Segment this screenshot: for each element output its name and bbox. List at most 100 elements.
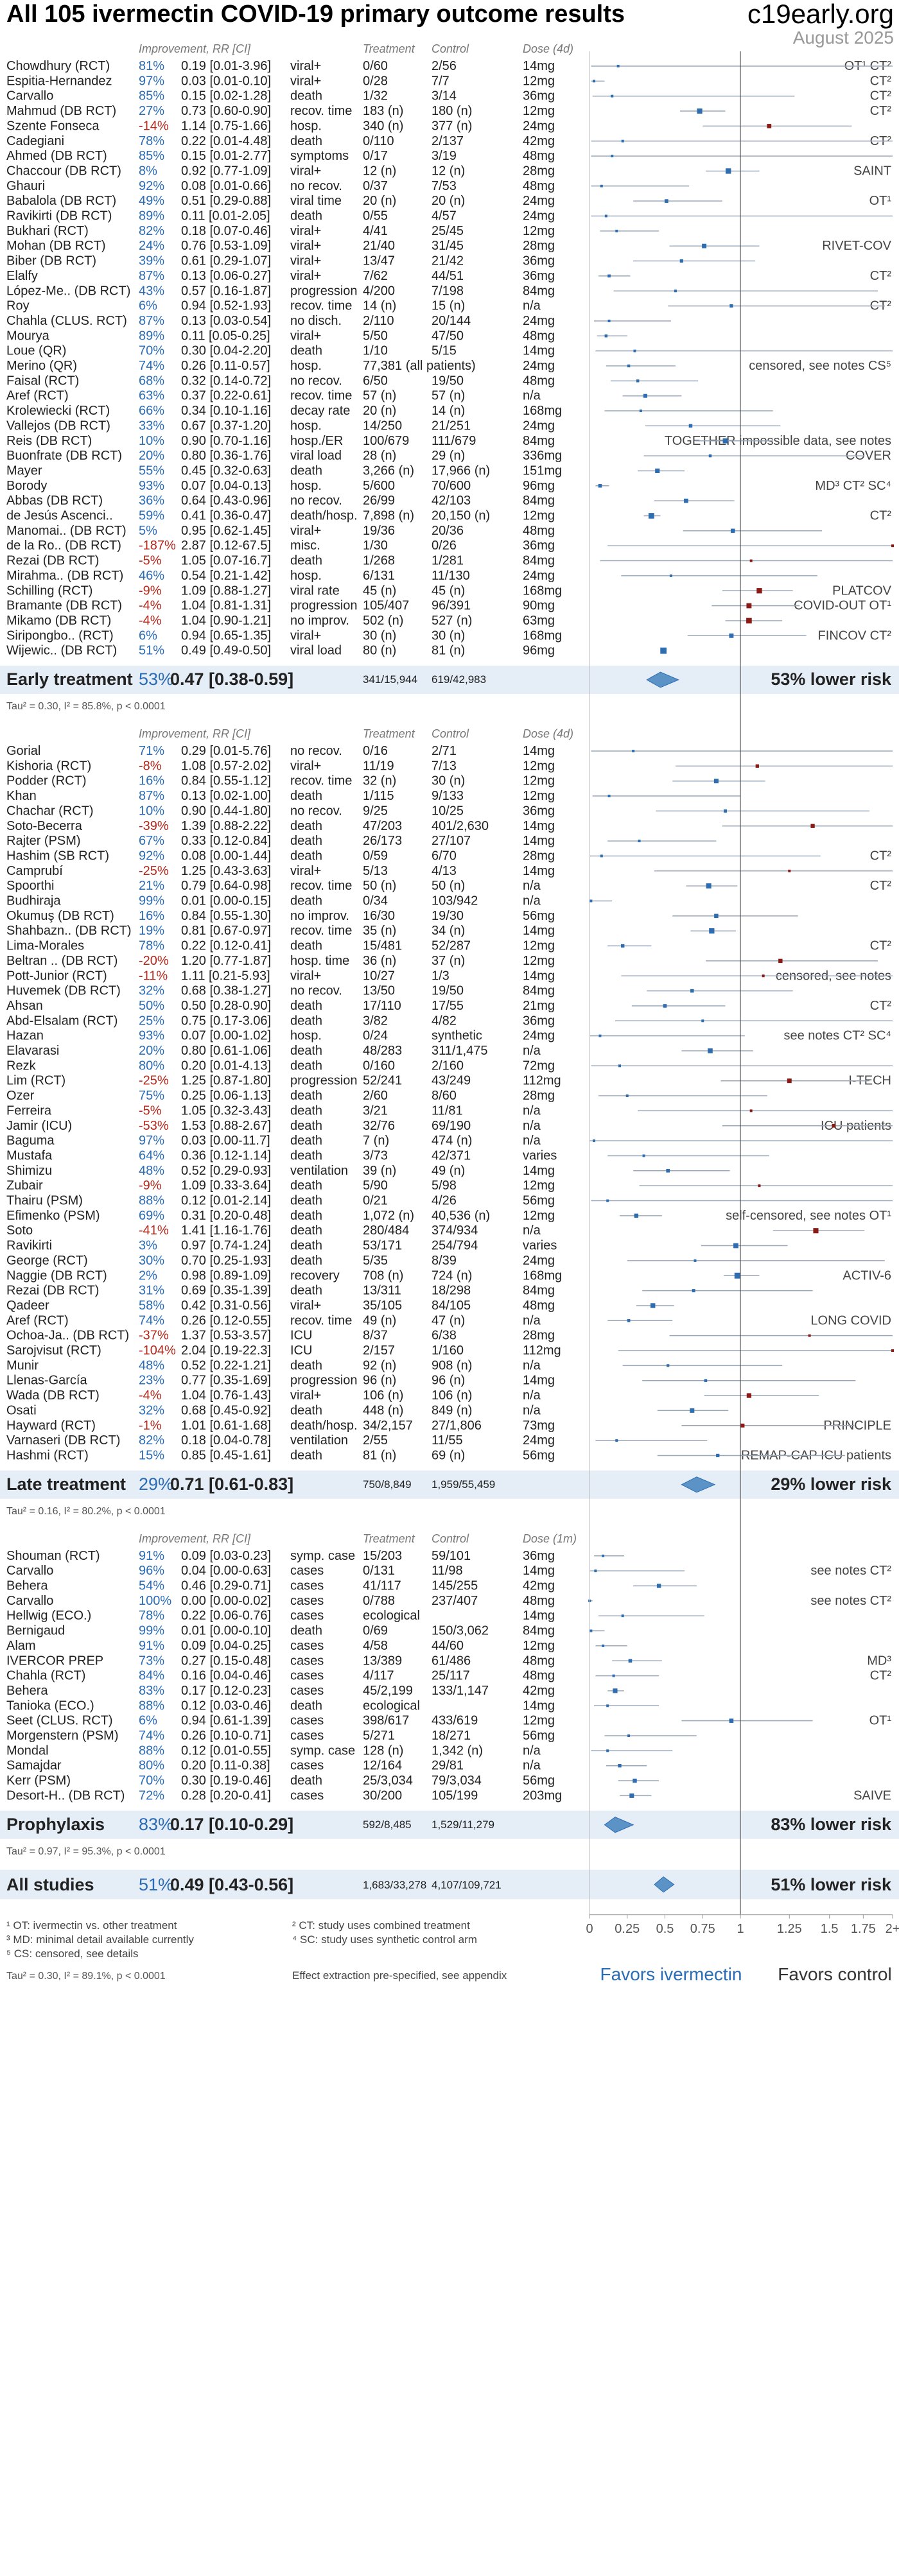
study-note: see notes CT² [810,1564,891,1578]
study-name: Wada (DB RCT) [6,1388,100,1403]
study-name: Krolewiecki (RCT) [6,404,110,418]
study-dose: 28mg [523,849,555,863]
study-name: Seet (CLUS. RCT) [6,1714,113,1728]
study-treatment-count: 0/21 [363,1194,388,1208]
study-effect-marker [709,928,715,934]
study-control-count: 374/934 [432,1223,478,1238]
study-name: Okumuş (DB RCT) [6,909,114,923]
study-control-count: 254/794 [432,1239,478,1253]
study-name: Babalola (DB RCT) [6,194,116,208]
study-treatment-count: 128 (n) [363,1743,403,1758]
study-name: Qadeer [6,1299,49,1313]
study-note: MD³ [867,1654,891,1668]
study-effect-marker [713,779,719,784]
study-treatment-count: 52/241 [363,1074,402,1088]
study-control-count: 111/679 [432,434,476,448]
study-outcome: death [290,344,322,358]
study-dose: n/a [523,894,541,908]
study-dose: 73mg [523,1419,555,1433]
study-improvement: 81% [139,59,164,73]
study-outcome: hosp. [290,119,322,133]
study-control-count: 50 (n) [432,879,465,893]
study-effect-marker [604,334,608,338]
overall-name: All studies [6,1875,94,1894]
study-control-count: 133/1,147 [432,1684,489,1698]
study-effect-marker [589,899,593,903]
study-control-count: 18/271 [432,1729,471,1743]
x-tick-label: 0.5 [656,1922,674,1936]
study-dose: 56mg [523,909,555,923]
study-control-count: 5/98 [432,1179,457,1193]
study-outcome: recov. time [290,299,352,313]
study-control-count: 908 (n) [432,1358,472,1372]
overall-pooled-diamond [654,1876,675,1893]
study-control-count: 47 (n) [432,1313,465,1327]
study-improvement: 32% [139,1403,164,1417]
study-treatment-count: 35/105 [363,1299,402,1313]
study-control-count: 1,342 (n) [432,1743,483,1758]
study-dose: 28mg [523,1329,555,1343]
study-improvement: -11% [139,969,168,983]
study-name: Bernigaud [6,1624,65,1638]
study-name: Soto-Becerra [6,819,83,833]
study-control-count: 19/50 [432,374,464,388]
study-treatment-count: 502 (n) [363,614,403,628]
study-control-count: 150/3,062 [432,1624,489,1638]
study-dose: 12mg [523,74,555,88]
study-effect-marker [734,1272,740,1279]
study-improvement: 48% [139,1358,164,1372]
study-effect-marker [692,1289,695,1293]
study-treatment-count: 7,898 (n) [363,509,414,523]
study-name: Chahla (RCT) [6,1669,85,1683]
study-rr: 0.03 [0.01-0.10] [181,74,271,88]
study-improvement: 24% [139,239,164,253]
study-improvement: -25% [139,864,169,878]
study-name: Rezk [6,1059,37,1073]
study-rr: 0.90 [0.44-1.80] [181,804,271,818]
study-improvement: -9% [139,583,162,598]
study-effect-marker [755,764,759,768]
study-dose: 12mg [523,224,555,238]
study-outcome: viral+ [290,239,321,253]
study-rr: 0.33 [0.12-0.84] [181,834,271,848]
study-name: Ochoa-Ja.. (DB RCT) [6,1329,129,1343]
study-dose: 14mg [523,744,555,758]
study-effect-marker [633,349,636,352]
study-improvement: 74% [139,1313,164,1327]
study-rr: 0.46 [0.29-0.71] [181,1579,271,1593]
study-outcome: hosp. [290,569,322,583]
study-improvement: 2% [139,1268,157,1283]
study-effect-marker [618,1064,621,1068]
study-treatment-count: 21/40 [363,239,395,253]
study-improvement: -5% [139,1103,162,1118]
study-effect-marker [627,1318,631,1322]
study-improvement: -4% [139,614,162,628]
study-control-count: 474 (n) [432,1134,472,1148]
study-effect-marker [634,1213,639,1218]
study-name: Shimizu [6,1164,52,1178]
study-rr: 2.04 [0.19-22.3] [181,1344,271,1358]
study-outcome: recov. time [290,774,352,788]
study-improvement: 84% [139,1669,164,1683]
study-note: CT² [870,1669,892,1683]
study-treatment-count: 13/311 [363,1284,401,1298]
study-treatment-count: 92 (n) [363,1358,396,1372]
study-treatment-count: 28 (n) [363,449,396,463]
study-outcome: death/hosp. [290,1419,358,1433]
study-effect-marker [611,94,614,98]
study-treatment-count: 0/110 [363,134,394,148]
study-treatment-count: 20 (n) [363,404,396,418]
study-treatment-count: 4/41 [363,224,388,238]
study-outcome: death [290,834,322,848]
study-dose: 36mg [523,539,555,553]
favors-control-label: Favors control [778,1964,891,1984]
study-treatment-count: 45/2,199 [363,1684,413,1698]
study-treatment-count: 8/37 [363,1329,388,1343]
study-dose: 24mg [523,209,555,223]
study-rr: 0.68 [0.38-1.27] [181,984,271,998]
study-dose: 96mg [523,479,555,493]
study-effect-marker [674,290,677,293]
study-outcome: death [290,1358,322,1372]
study-rr: 1.04 [0.81-1.31] [181,599,271,613]
study-treatment-count: 1,072 (n) [363,1209,414,1223]
